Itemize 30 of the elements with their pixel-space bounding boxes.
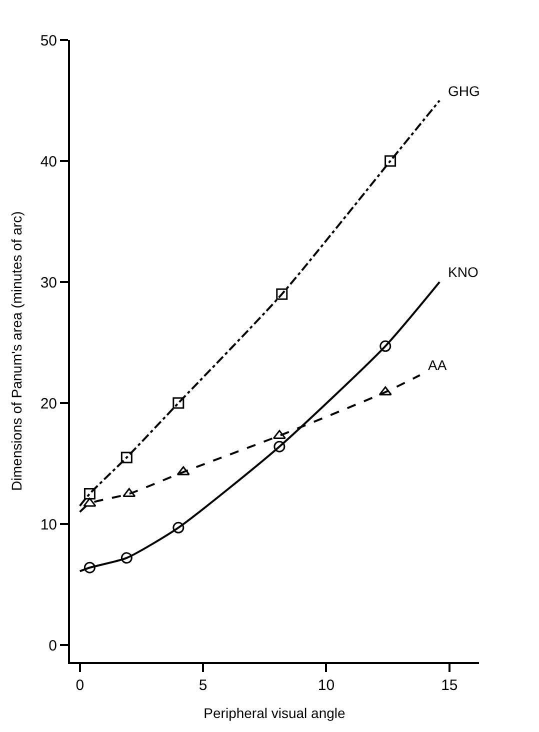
y-tick-label: 10 <box>40 516 57 534</box>
point <box>120 452 132 464</box>
point <box>380 340 392 352</box>
point <box>83 498 96 507</box>
y-tick-label: 50 <box>40 32 57 50</box>
x-tick-label: 0 <box>76 677 84 694</box>
x-tick-label: 10 <box>318 677 335 694</box>
point <box>84 488 96 500</box>
point <box>172 522 184 534</box>
series-label: AA <box>428 357 448 373</box>
y-tick-label: 30 <box>40 274 57 292</box>
y-tick-label: 20 <box>40 395 57 412</box>
point <box>84 562 96 574</box>
x-axis-title: Peripheral visual angle <box>204 704 346 721</box>
point <box>274 440 286 452</box>
point <box>172 397 184 409</box>
point <box>384 155 396 167</box>
series-label: KNO <box>448 264 478 280</box>
series-label: GHG <box>448 83 480 99</box>
y-tick-label: 0 <box>48 637 57 654</box>
point <box>120 552 132 564</box>
point <box>272 430 286 439</box>
y-axis-title: Dimensions of Panum's area (minutes of arc) <box>8 211 24 491</box>
x-tick-label: 15 <box>441 677 458 694</box>
point <box>276 288 288 300</box>
point <box>378 386 392 396</box>
y-tick-label: 40 <box>40 153 57 170</box>
point <box>122 488 136 498</box>
point <box>176 466 190 476</box>
x-tick-label: 5 <box>198 677 208 694</box>
